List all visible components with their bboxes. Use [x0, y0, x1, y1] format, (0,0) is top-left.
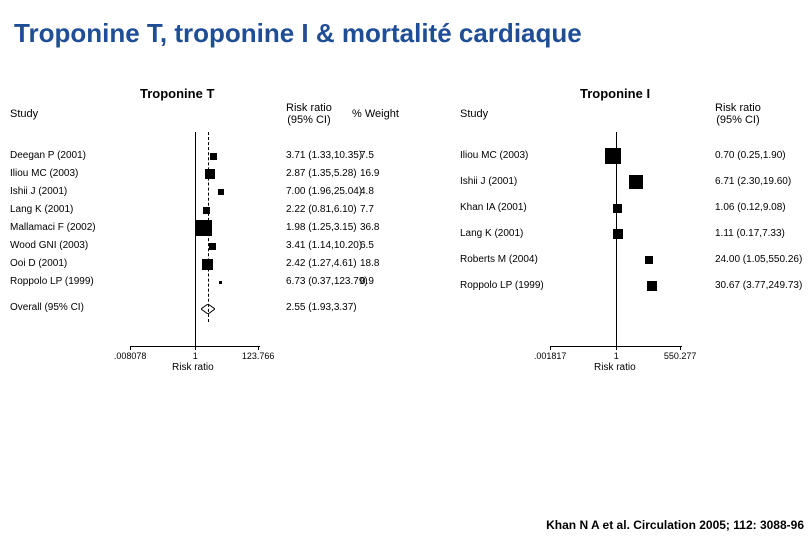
point-estimate: [196, 220, 212, 236]
point-estimate: [613, 229, 623, 239]
tick: [550, 346, 551, 350]
study-cell: Khan IA (2001): [460, 202, 527, 213]
subtitle-right: Troponine I: [580, 86, 650, 101]
weight-cell: 16.9: [360, 168, 379, 179]
weight-cell: 7.7: [360, 204, 374, 215]
point-estimate: [647, 281, 657, 291]
table-row: Khan IA (2001) 1.06 (0.12,9.08): [450, 202, 810, 220]
study-cell: Deegan P (2001): [10, 150, 86, 161]
table-row: Ooi D (2001) 2.42 (1.27,4.61)18.8: [0, 258, 450, 276]
study-cell: Lang K (2001): [460, 228, 523, 239]
study-cell: Wood GNI (2003): [10, 240, 88, 251]
page-title: Troponine T, troponine I & mortalité car…: [0, 0, 810, 49]
table-row: Iliou MC (2003) 0.70 (0.25,1.90): [450, 150, 810, 168]
point-estimate: [605, 148, 621, 164]
overall-row: Overall (95% CI) 2.55 (1.93,3.37): [0, 302, 450, 320]
x-axis-title-r: Risk ratio: [594, 362, 636, 373]
study-cell: Ishii J (2001): [460, 176, 517, 187]
rr-cell: 2.42 (1.27,4.61): [286, 258, 357, 269]
rr-cell: 0.70 (0.25,1.90): [715, 150, 786, 161]
study-cell: Ishii J (2001): [10, 186, 67, 197]
rr-cell: 6.73 (0.37,123.79): [286, 276, 368, 287]
hdr-weight: % Weight: [352, 108, 399, 120]
table-row: Ishii J (2001) 6.71 (2.30,19.60): [450, 176, 810, 194]
point-estimate: [205, 169, 215, 179]
rr-cell: 1.06 (0.12,9.08): [715, 202, 786, 213]
rr-cell: 7.00 (1.96,25.04): [286, 186, 362, 197]
point-estimate: [629, 175, 643, 189]
rr-cell: 3.71 (1.33,10.35): [286, 150, 362, 161]
study-cell: Mallamaci F (2002): [10, 222, 96, 233]
rr-cell: 2.22 (0.81,6.10): [286, 204, 357, 215]
table-row: Iliou MC (2003) 2.87 (1.35,5.28)16.9: [0, 168, 450, 186]
study-cell: Iliou MC (2003): [460, 150, 528, 161]
study-cell: Roberts M (2004): [460, 254, 538, 265]
weight-cell: 4.8: [360, 186, 374, 197]
point-estimate: [210, 153, 217, 160]
tick-label: 123.766: [242, 351, 275, 361]
x-axis-title: Risk ratio: [172, 362, 214, 373]
rr-cell: 6.71 (2.30,19.60): [715, 176, 791, 187]
point-estimate: [203, 207, 210, 214]
tick-label: 1: [193, 351, 198, 361]
point-estimate: [209, 243, 216, 250]
point-estimate: [645, 256, 653, 264]
tick: [680, 346, 681, 350]
point-estimate: [218, 189, 224, 195]
point-estimate: [202, 259, 213, 270]
weight-cell: 18.8: [360, 258, 379, 269]
rr-cell: 3.41 (1.14,10.20): [286, 240, 362, 251]
weight-cell: 0.9: [360, 276, 374, 287]
overall-rr: 2.55 (1.93,3.37): [286, 302, 357, 313]
rr-cell: 2.87 (1.35,5.28): [286, 168, 357, 179]
table-row: Deegan P (2001) 3.71 (1.33,10.35)7.5: [0, 150, 450, 168]
rr-cell: 1.98 (1.25,3.15): [286, 222, 357, 233]
overall-label: Overall (95% CI): [10, 302, 84, 313]
tick: [195, 346, 196, 350]
point-estimate: [613, 204, 622, 213]
point-estimate: [219, 281, 222, 284]
hdr-rr: Risk ratio (95% CI): [286, 102, 332, 126]
tick-label: .008078: [114, 351, 147, 361]
hdr-rr-r: Risk ratio (95% CI): [715, 102, 761, 126]
citation: Khan N A et al. Circulation 2005; 112: 3…: [546, 518, 804, 532]
study-cell: Lang K (2001): [10, 204, 73, 215]
weight-cell: 6.5: [360, 240, 374, 251]
subtitle-left: Troponine T: [140, 86, 214, 101]
table-row: Ishii J (2001) 7.00 (1.96,25.04)4.8: [0, 186, 450, 204]
study-cell: Roppolo LP (1999): [10, 276, 94, 287]
rr-cell: 1.11 (0.17,7.33): [715, 228, 785, 239]
weight-cell: 36.8: [360, 222, 379, 233]
tick-label: .001817: [534, 351, 567, 361]
table-row: Roberts M (2004) 24.00 (1.05,550.26): [450, 254, 810, 272]
overall-diamond: [201, 304, 215, 314]
tick: [130, 346, 131, 350]
table-row: Lang K (2001) 1.11 (0.17,7.33): [450, 228, 810, 246]
study-cell: Ooi D (2001): [10, 258, 67, 269]
table-row: Lang K (2001) 2.22 (0.81,6.10)7.7: [0, 204, 450, 222]
rr-cell: 30.67 (3.77,249.73): [715, 280, 802, 291]
tick-label: 1: [614, 351, 619, 361]
table-row: Mallamaci F (2002) 1.98 (1.25,3.15)36.8: [0, 222, 450, 240]
tick: [616, 346, 617, 350]
hdr-study: Study: [10, 108, 38, 120]
table-row: Roppolo LP (1999) 6.73 (0.37,123.79)0.9: [0, 276, 450, 294]
study-cell: Roppolo LP (1999): [460, 280, 544, 291]
table-row: Wood GNI (2003) 3.41 (1.14,10.20)6.5: [0, 240, 450, 258]
weight-cell: 7.5: [360, 150, 374, 161]
rr-cell: 24.00 (1.05,550.26): [715, 254, 802, 265]
tick-label: 550.277: [664, 351, 697, 361]
hdr-study-r: Study: [460, 108, 488, 120]
table-row: Roppolo LP (1999) 30.67 (3.77,249.73): [450, 280, 810, 298]
study-cell: Iliou MC (2003): [10, 168, 78, 179]
tick: [258, 346, 259, 350]
